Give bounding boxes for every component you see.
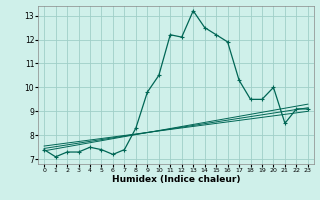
X-axis label: Humidex (Indice chaleur): Humidex (Indice chaleur)	[112, 175, 240, 184]
